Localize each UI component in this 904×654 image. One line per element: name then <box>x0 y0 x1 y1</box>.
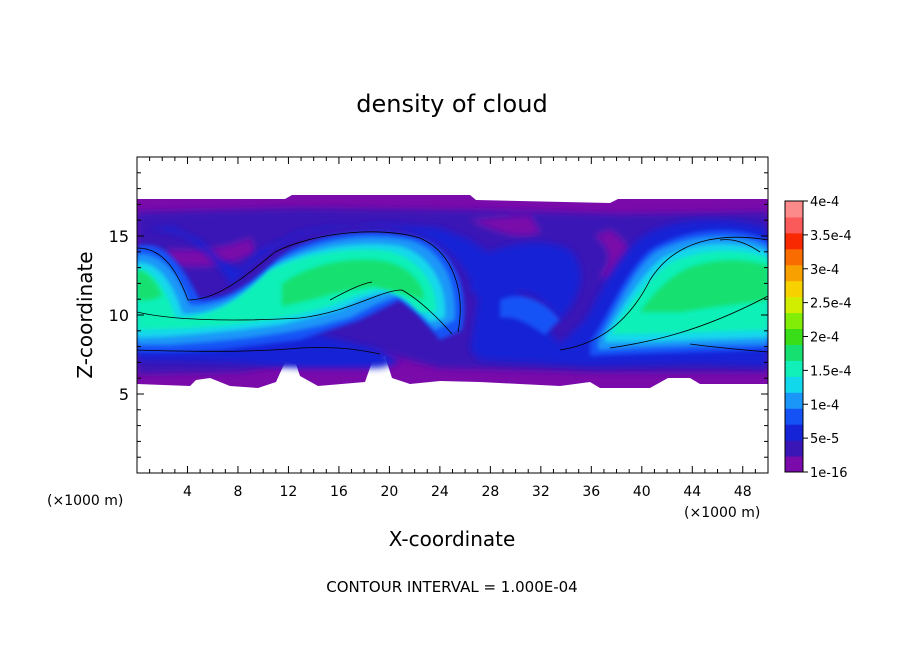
colorbar-label: 4e-4 <box>810 195 839 210</box>
colorbar-label: 5e-5 <box>810 432 839 447</box>
y-axis: 5 10 15 <box>109 156 768 474</box>
x-tick-label: 12 <box>280 484 298 500</box>
y-tick-label: 5 <box>119 385 129 404</box>
x-tick-label: 36 <box>582 484 600 500</box>
x-tick-label: 24 <box>431 484 449 500</box>
x-tick-label: 8 <box>233 484 242 500</box>
colorbar-swatch <box>785 328 803 345</box>
colorbar-label: 1e-4 <box>810 398 839 413</box>
y-unit-label: (×1000 m) <box>47 493 123 509</box>
x-tick-label: 48 <box>734 484 752 500</box>
colorbar-label: 3e-4 <box>810 263 839 278</box>
x-axis: 4 8 12 16 20 24 28 32 36 40 44 48 <box>136 157 769 500</box>
x-tick-label: 28 <box>481 484 499 500</box>
colorbar-swatch <box>785 248 803 266</box>
colorbar-swatch <box>785 201 803 218</box>
colorbar: 1e-16 5e-5 1e-4 1.5e-4 2e-4 2.5e-4 3e-4 3.5e-4 4… <box>784 195 852 481</box>
colorbar-swatch <box>785 280 803 298</box>
x-tick-label: 16 <box>330 484 348 500</box>
y-axis-title: Z-coordinate <box>73 251 97 378</box>
plot-area <box>137 157 768 473</box>
colorbar-label: 1.5e-4 <box>810 364 852 379</box>
colorbar-swatch <box>785 312 803 330</box>
x-unit-label: (×1000 m) <box>684 505 760 521</box>
y-tick-label: 15 <box>109 227 129 246</box>
y-tick-label: 10 <box>109 306 129 325</box>
x-tick-label: 20 <box>380 484 398 500</box>
colorbar-swatch <box>785 376 803 393</box>
colorbar-swatch <box>785 408 803 425</box>
contour-interval-note: CONTOUR INTERVAL = 1.000E-04 <box>326 578 577 596</box>
colorbar-swatch <box>785 456 803 473</box>
x-tick-label: 44 <box>683 484 701 500</box>
colorbar-label: 2e-4 <box>810 331 839 346</box>
colorbar-swatch <box>785 216 803 234</box>
colorbar-swatch <box>785 264 803 282</box>
colorbar-label: 1e-16 <box>810 466 848 481</box>
colorbar-label: 3.5e-4 <box>810 229 852 244</box>
x-tick-label: 40 <box>633 484 651 500</box>
colorbar-swatch <box>785 392 803 409</box>
contour-lines <box>137 231 768 355</box>
colorbar-swatch <box>785 232 803 250</box>
colorbar-label: 2.5e-4 <box>810 297 852 312</box>
colorbar-swatch <box>785 344 803 361</box>
colorbar-swatch <box>785 424 803 441</box>
chart-title: density of cloud <box>356 90 547 118</box>
colorbar-swatch <box>785 440 803 457</box>
x-tick-label: 32 <box>532 484 550 500</box>
x-axis-title: X-coordinate <box>389 527 516 551</box>
colorbar-swatch <box>785 296 803 314</box>
colorbar-swatch <box>785 360 803 377</box>
x-tick-label: 4 <box>183 484 192 500</box>
